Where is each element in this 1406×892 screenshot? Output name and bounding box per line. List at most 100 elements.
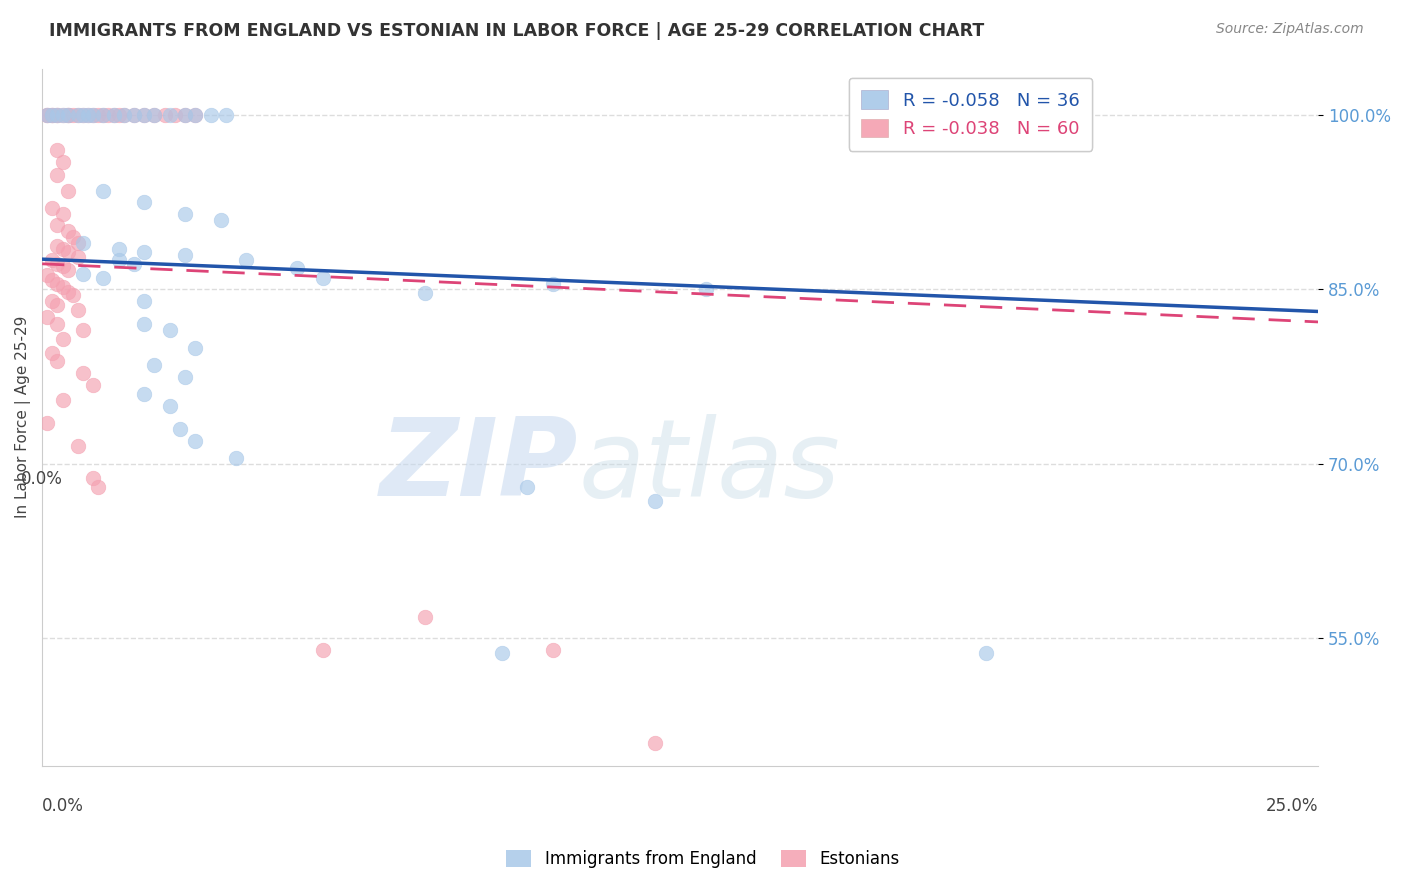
Point	[46, 143, 69, 157]
Text: atlas: atlas	[578, 414, 839, 518]
Point	[46, 277, 69, 291]
Point	[169, 422, 191, 436]
Point	[103, 108, 125, 122]
Point	[37, 108, 59, 122]
Point	[46, 219, 69, 233]
Point	[491, 646, 513, 660]
Point	[46, 239, 69, 253]
Legend: R = -0.058   N = 36, R = -0.038   N = 60: R = -0.058 N = 36, R = -0.038 N = 60	[849, 78, 1092, 151]
Point	[72, 235, 94, 250]
Point	[66, 250, 89, 264]
Point	[235, 253, 257, 268]
Point	[46, 354, 69, 368]
Point	[72, 267, 94, 281]
Point	[66, 108, 89, 122]
Point	[122, 108, 145, 122]
Point	[46, 169, 69, 183]
Point	[644, 736, 666, 750]
Point	[37, 268, 59, 283]
Point	[209, 212, 232, 227]
Point	[51, 108, 73, 122]
Point	[695, 282, 717, 296]
Point	[82, 377, 104, 392]
Point	[41, 293, 63, 308]
Point	[143, 358, 166, 372]
Point	[72, 323, 94, 337]
Point	[134, 293, 156, 308]
Point	[541, 642, 564, 657]
Point	[112, 108, 135, 122]
Point	[107, 242, 129, 256]
Point	[93, 108, 115, 122]
Point	[41, 346, 63, 360]
Point	[62, 230, 84, 244]
Text: 0.0%: 0.0%	[42, 797, 84, 814]
Point	[46, 108, 69, 122]
Point	[541, 277, 564, 291]
Point	[184, 341, 207, 355]
Point	[62, 288, 84, 302]
Point	[56, 108, 79, 122]
Text: Source: ZipAtlas.com: Source: ZipAtlas.com	[1216, 22, 1364, 37]
Point	[200, 108, 222, 122]
Point	[77, 108, 100, 122]
Text: ZIP: ZIP	[380, 413, 578, 519]
Point	[134, 318, 156, 332]
Point	[56, 224, 79, 238]
Point	[413, 610, 436, 624]
Point	[174, 108, 197, 122]
Point	[898, 108, 921, 122]
Point	[134, 108, 156, 122]
Point	[285, 261, 308, 276]
Point	[56, 108, 79, 122]
Point	[51, 108, 73, 122]
Point	[37, 108, 59, 122]
Point	[51, 259, 73, 273]
Point	[41, 108, 63, 122]
Point	[72, 108, 94, 122]
Point	[56, 285, 79, 299]
Point	[184, 108, 207, 122]
Point	[163, 108, 186, 122]
Point	[122, 257, 145, 271]
Point	[122, 108, 145, 122]
Point	[37, 310, 59, 325]
Point	[225, 450, 247, 465]
Point	[159, 323, 181, 337]
Point	[184, 108, 207, 122]
Point	[37, 108, 59, 122]
Point	[1052, 108, 1074, 122]
Point	[143, 108, 166, 122]
Point	[143, 108, 166, 122]
Point	[72, 108, 94, 122]
Point	[37, 416, 59, 430]
Point	[159, 108, 181, 122]
Point	[93, 184, 115, 198]
Point	[112, 108, 135, 122]
Point	[82, 471, 104, 485]
Point	[93, 108, 115, 122]
Point	[87, 108, 110, 122]
Point	[312, 642, 335, 657]
Point	[66, 108, 89, 122]
Point	[82, 108, 104, 122]
Point	[51, 280, 73, 294]
Point	[153, 108, 176, 122]
Point	[56, 108, 79, 122]
Point	[159, 399, 181, 413]
Text: 25.0%: 25.0%	[1265, 797, 1319, 814]
Point	[51, 332, 73, 346]
Point	[46, 108, 69, 122]
Point	[87, 480, 110, 494]
Point	[41, 253, 63, 268]
Point	[41, 201, 63, 215]
Point	[184, 434, 207, 448]
Point	[46, 108, 69, 122]
Point	[97, 108, 120, 122]
Point	[174, 108, 197, 122]
Point	[56, 184, 79, 198]
Point	[46, 318, 69, 332]
Point	[107, 253, 129, 268]
Point	[66, 303, 89, 318]
Point	[174, 207, 197, 221]
